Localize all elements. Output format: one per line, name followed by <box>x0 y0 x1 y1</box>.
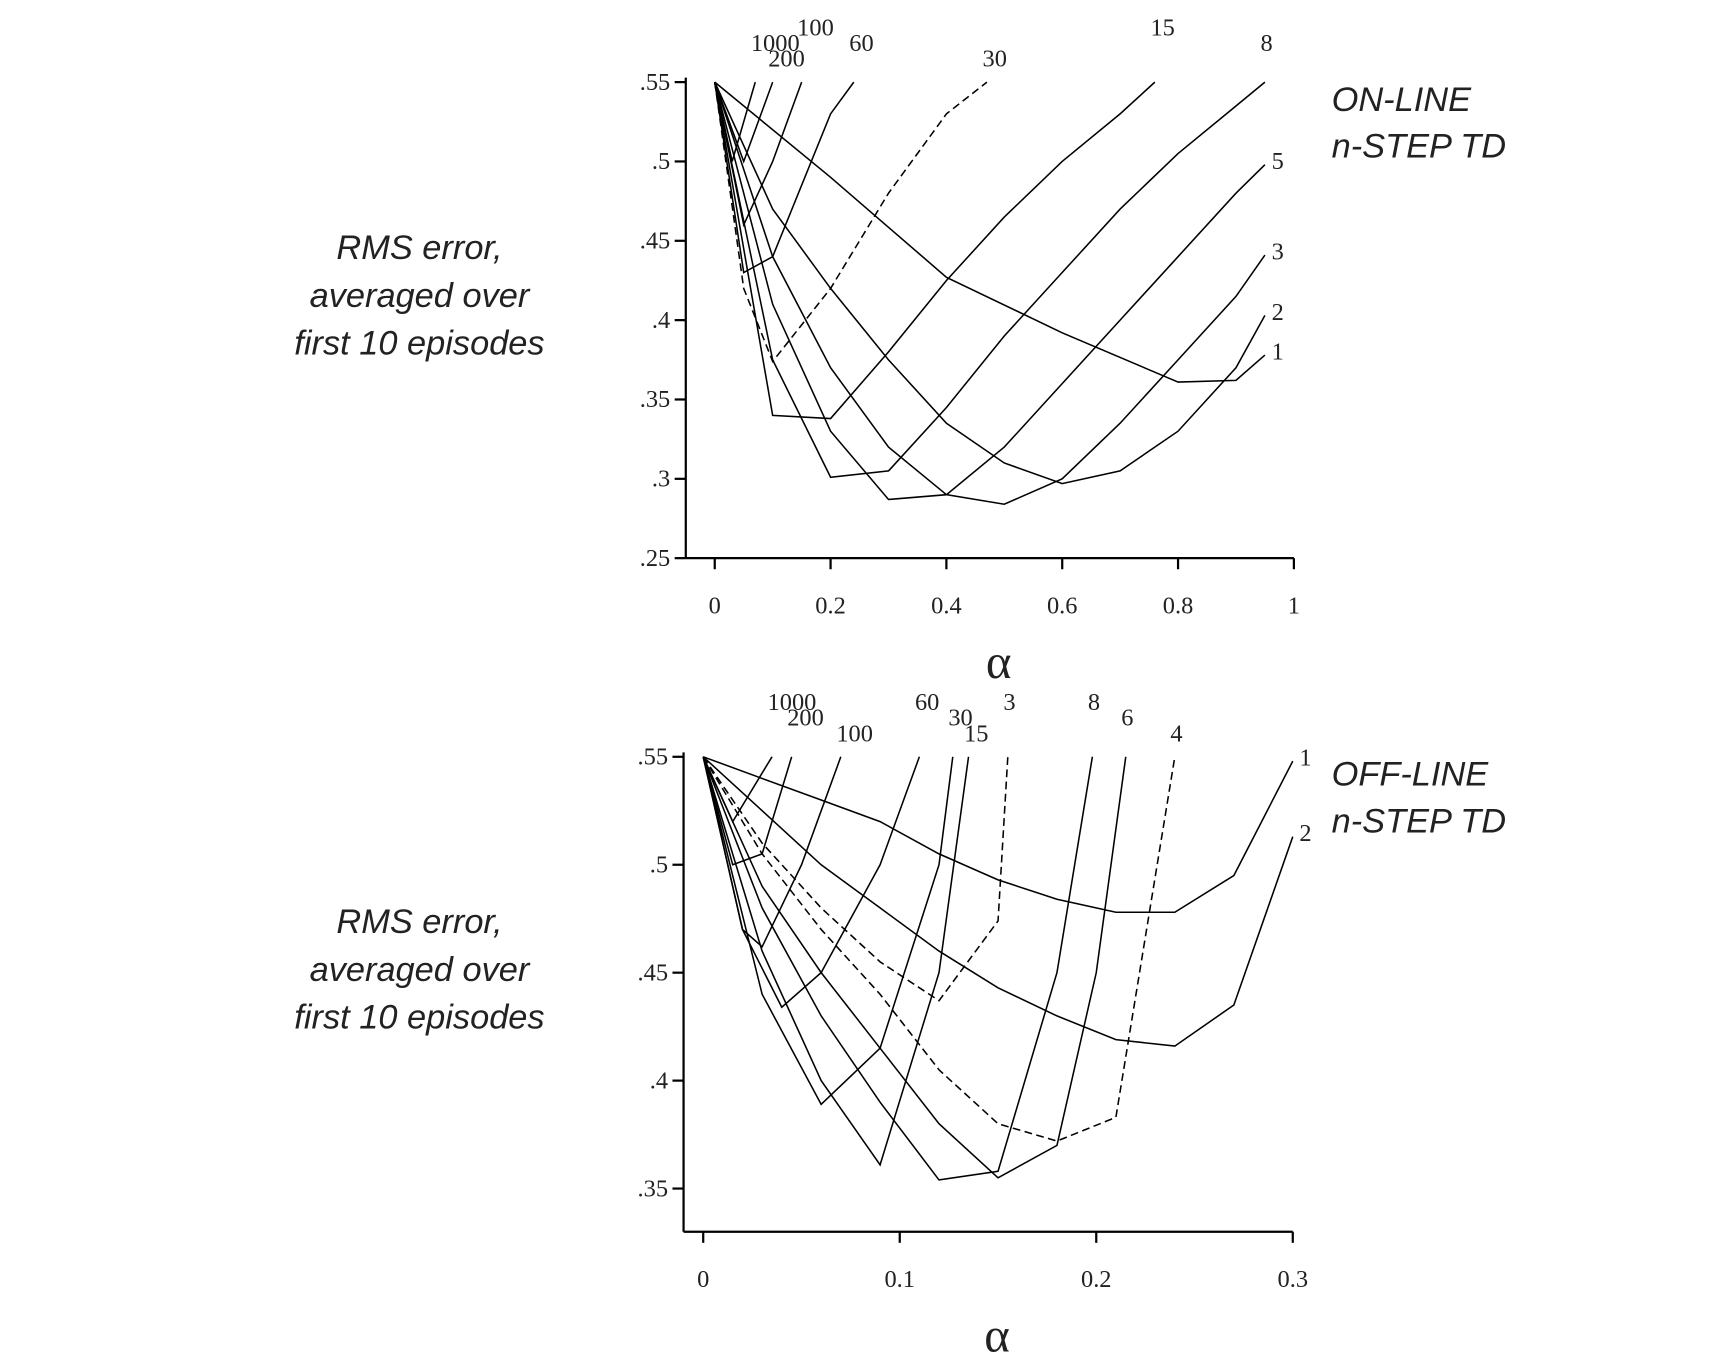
series-line <box>714 81 1266 383</box>
chart-title: ON-LINE <box>1332 81 1473 119</box>
series-label: 2 <box>1272 299 1284 326</box>
series-line <box>713 81 1266 479</box>
y-tick-label: .45 <box>640 228 671 255</box>
series-label: 60 <box>849 30 873 57</box>
chart-title: n-STEP TD <box>1332 128 1506 166</box>
chart-title: OFF-LINE <box>1332 756 1490 794</box>
y-axis-label: first 10 episodes <box>294 325 544 363</box>
series-label: 100 <box>797 15 834 42</box>
y-axis-label: averaged over <box>310 277 531 315</box>
series-label: 6 <box>1121 705 1133 732</box>
series-line <box>713 81 756 162</box>
series-label: 2 <box>1299 820 1311 847</box>
series-line <box>713 81 855 274</box>
series-label: 8 <box>1260 30 1272 57</box>
chart-title: n-STEP TD <box>1332 802 1506 840</box>
series-line <box>714 81 1266 506</box>
series-label: 8 <box>1088 689 1100 716</box>
series-label: 1 <box>1272 338 1284 365</box>
series-label: 100 <box>836 720 873 747</box>
series-line <box>702 756 1127 1179</box>
series-line <box>702 756 970 1167</box>
plot-area <box>702 756 1294 1181</box>
series-label: 200 <box>768 46 805 73</box>
x-tick-label: 0.1 <box>884 1266 915 1293</box>
plot-area <box>713 81 1266 506</box>
series-line <box>713 81 988 363</box>
y-axis-label: RMS error, <box>336 903 502 941</box>
y-tick-label: .25 <box>640 545 671 572</box>
series-label: 200 <box>787 705 824 732</box>
x-tick-label: 0.2 <box>815 593 846 620</box>
y-tick-label: .55 <box>638 744 669 771</box>
x-tick-label: 0 <box>697 1266 709 1293</box>
series-label: 30 <box>948 705 972 732</box>
x-tick-label: 0.4 <box>931 593 962 620</box>
series-line <box>713 81 803 228</box>
series-label: 1 <box>1299 745 1311 772</box>
x-tick-label: 1 <box>1288 593 1300 620</box>
series-line <box>713 81 1156 420</box>
series-line <box>702 756 921 1009</box>
series-label: 1000 <box>751 30 800 57</box>
x-axis-label: α <box>984 1308 1010 1363</box>
y-tick-label: .55 <box>640 69 671 96</box>
y-tick-label: .45 <box>638 959 669 986</box>
y-tick-label: .4 <box>652 307 670 334</box>
series-line <box>702 756 954 1106</box>
y-axis-label: first 10 episodes <box>294 999 544 1037</box>
x-tick-label: 0.2 <box>1081 1266 1112 1293</box>
x-tick-label: 0.3 <box>1278 1266 1309 1293</box>
series-label: 1000 <box>768 689 817 716</box>
series-line <box>702 756 1176 1142</box>
series-line <box>714 81 774 164</box>
x-tick-label: 0.8 <box>1163 593 1194 620</box>
series-line <box>702 756 842 949</box>
series-label: 15 <box>964 720 988 747</box>
series-line <box>702 756 793 866</box>
series-label: 30 <box>982 46 1006 73</box>
series-label: 5 <box>1272 148 1284 175</box>
series-label: 60 <box>915 689 939 716</box>
series-label: 3 <box>1003 689 1015 716</box>
series-line <box>702 756 1294 914</box>
x-tick-label: 0.6 <box>1047 593 1078 620</box>
x-axis-label: α <box>986 634 1012 689</box>
y-tick-label: .3 <box>652 466 670 493</box>
series-label: 4 <box>1170 720 1182 747</box>
series-label: 3 <box>1272 239 1284 266</box>
series-line <box>714 81 1266 485</box>
y-tick-label: .5 <box>650 852 668 879</box>
y-tick-label: .5 <box>652 148 670 175</box>
series-label: 15 <box>1150 15 1174 42</box>
x-tick-label: 0 <box>709 593 721 620</box>
series-line <box>702 756 1294 1047</box>
series-line <box>713 81 1266 501</box>
y-tick-label: .35 <box>638 1175 669 1202</box>
y-axis-label: RMS error, <box>336 229 502 267</box>
y-tick-label: .35 <box>640 386 671 413</box>
y-axis-label: averaged over <box>310 951 531 989</box>
series-line <box>702 756 773 824</box>
series-line <box>702 756 1009 1002</box>
y-tick-label: .4 <box>650 1067 668 1094</box>
